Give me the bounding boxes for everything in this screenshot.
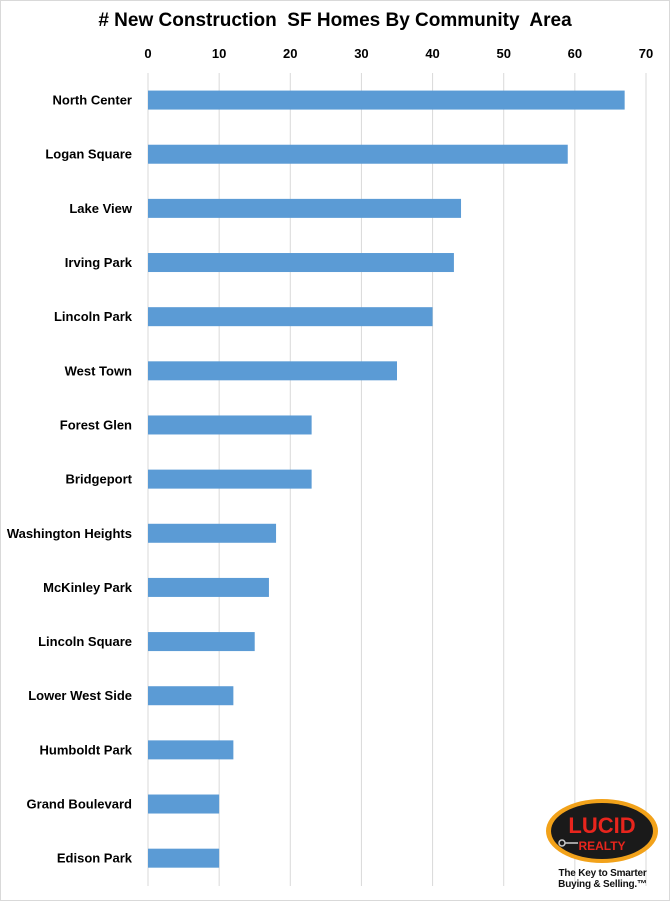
bar-irving-park bbox=[148, 253, 454, 273]
category-label: Lower West Side bbox=[28, 688, 132, 703]
bar-edison-park bbox=[148, 848, 220, 868]
tagline-line-1: The Key to Smarter bbox=[558, 868, 647, 879]
bars bbox=[148, 90, 625, 868]
category-label: West Town bbox=[65, 363, 132, 378]
x-tick-label: 70 bbox=[639, 46, 653, 61]
logo-brand-bottom: REALTY bbox=[578, 839, 625, 853]
category-label: Edison Park bbox=[57, 851, 133, 866]
bar-forest-glen bbox=[148, 415, 312, 435]
bar-mckinley-park bbox=[148, 577, 269, 597]
x-tick-label: 0 bbox=[144, 46, 151, 61]
logo-emblem: LUCID REALTY bbox=[546, 799, 658, 863]
x-tick-label: 60 bbox=[568, 46, 582, 61]
category-label: Lincoln Square bbox=[38, 634, 132, 649]
logo-brand-top: LUCID bbox=[568, 813, 635, 838]
category-label: Irving Park bbox=[65, 255, 133, 270]
bar-bridgeport bbox=[148, 469, 312, 489]
tagline-line-2: Buying & Selling.™ bbox=[558, 879, 647, 890]
bar-west-town bbox=[148, 361, 397, 381]
category-label: North Center bbox=[53, 93, 132, 108]
logo-tagline: The Key to Smarter Buying & Selling.™ bbox=[540, 868, 665, 890]
category-label: Humboldt Park bbox=[40, 742, 133, 757]
category-label: Forest Glen bbox=[60, 417, 132, 432]
bar-washington-heights bbox=[148, 523, 277, 543]
category-label: Logan Square bbox=[45, 147, 132, 162]
category-label: Bridgeport bbox=[66, 472, 133, 487]
category-label: Washington Heights bbox=[7, 526, 132, 541]
chart-title: # New Construction SF Homes By Community… bbox=[98, 10, 572, 31]
bar-north-center bbox=[148, 90, 625, 110]
x-tick-label: 10 bbox=[212, 46, 226, 61]
x-tick-label: 50 bbox=[496, 46, 510, 61]
bar-logan-square bbox=[148, 144, 568, 164]
x-tick-label: 30 bbox=[354, 46, 368, 61]
bar-lower-west-side bbox=[148, 686, 234, 706]
bar-lincoln-park bbox=[148, 307, 433, 327]
x-tick-label: 20 bbox=[283, 46, 297, 61]
category-labels: North Center Logan Square Lake View Irving … bbox=[7, 93, 133, 866]
bar-humboldt-park bbox=[148, 740, 234, 760]
bar-grand-boulevard bbox=[148, 794, 220, 814]
category-label: Grand Boulevard bbox=[27, 797, 133, 812]
category-label: McKinley Park bbox=[43, 580, 133, 595]
category-label: Lake View bbox=[69, 201, 133, 216]
x-axis-ticks: 0 10 20 30 40 50 60 70 bbox=[144, 46, 653, 61]
bar-lincoln-square bbox=[148, 632, 255, 652]
category-label: Lincoln Park bbox=[54, 309, 133, 324]
lucid-realty-logo: LUCID REALTY The Key to Smarter Buying &… bbox=[540, 795, 665, 895]
bar-lake-view bbox=[148, 198, 462, 218]
x-tick-label: 40 bbox=[425, 46, 439, 61]
